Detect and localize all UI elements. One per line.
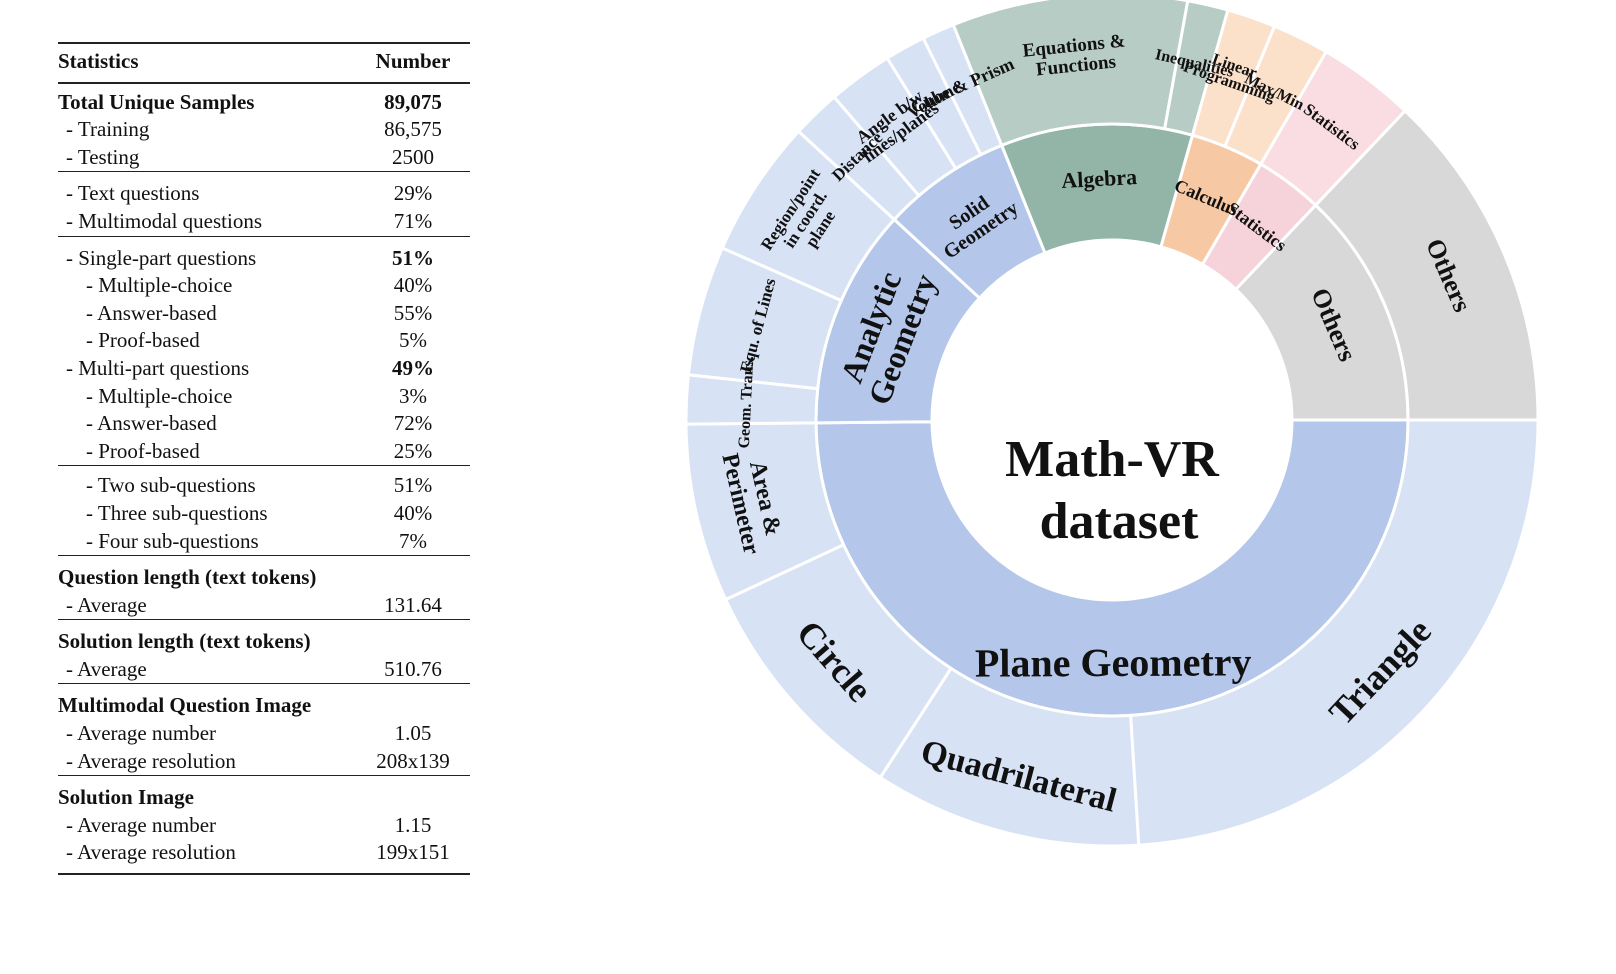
row-label: - Two sub-questions xyxy=(58,465,360,500)
row-label: Question length (text tokens) xyxy=(58,555,360,592)
chart-title-line-1: Math-VR xyxy=(1005,431,1220,488)
inner-label-algebra-line: Algebra xyxy=(1061,164,1138,193)
table-row: - Training 86,575 xyxy=(58,116,470,144)
table-row: - Proof-based 25% xyxy=(58,438,470,466)
row-value: 51% xyxy=(360,465,470,500)
table-row: - Testing 2500 xyxy=(58,144,470,172)
row-label: Solution length (text tokens) xyxy=(58,619,360,656)
row-label: Multimodal Question Image xyxy=(58,683,360,721)
row-label: - Four sub-questions xyxy=(86,528,259,553)
table-row: - Multimodal questions 71% xyxy=(58,208,470,236)
row-label: - Text questions xyxy=(58,171,360,208)
row-value: 3% xyxy=(399,383,427,408)
outer-segment-others xyxy=(1313,108,1540,422)
row-label: - Average resolution xyxy=(58,839,360,876)
row-label: - Multimodal questions xyxy=(66,208,262,233)
row-label: - Average number xyxy=(66,721,217,746)
chart-center-title: Math-VR dataset xyxy=(1005,431,1220,550)
table-row: - Three sub-questions 40% xyxy=(58,500,470,528)
table-section-row: Solution length (text tokens) xyxy=(58,619,470,656)
row-value: 89,075 xyxy=(360,81,470,117)
row-value: 7% xyxy=(399,528,427,553)
table-row: - Two sub-questions 51% xyxy=(58,465,470,500)
row-label: - Answer-based xyxy=(86,300,217,325)
row-label: Solution Image xyxy=(58,775,360,812)
row-value: 40% xyxy=(393,273,433,298)
statistics-table: Statistics Number Total Unique Samples 8… xyxy=(58,42,470,876)
row-label: - Answer-based xyxy=(86,411,217,436)
outer-label-geom-trans-line: Geom. Trans. xyxy=(736,356,757,449)
row-value: 72% xyxy=(393,411,433,436)
table-header-number: Number xyxy=(360,42,470,83)
table-section-row: Multimodal Question Image xyxy=(58,683,470,721)
row-label: - Training xyxy=(66,117,150,142)
table-section-row: Solution Image xyxy=(58,775,470,812)
row-value: 29% xyxy=(360,171,470,208)
inner-label-plane-geometry-line: Plane Geometry xyxy=(975,639,1252,685)
row-value: 1.05 xyxy=(394,721,432,746)
table-row: - Multiple-choice 40% xyxy=(58,272,470,300)
row-value: 510.76 xyxy=(384,656,442,681)
table-row: - Average 510.76 xyxy=(58,656,470,684)
row-label: - Average resolution xyxy=(66,748,236,773)
table-row: - Average 131.64 xyxy=(58,592,470,620)
row-value xyxy=(360,683,470,721)
row-value: 2500 xyxy=(392,144,434,169)
row-value: 199x151 xyxy=(360,839,470,876)
row-label: - Proof-based xyxy=(86,328,200,353)
inner-ring xyxy=(814,122,1410,718)
table-row: - Average resolution 199x151 xyxy=(58,839,470,876)
row-value: 40% xyxy=(393,500,433,525)
row-label: - Proof-based xyxy=(86,438,200,463)
table-row: - Four sub-questions 7% xyxy=(58,528,470,556)
row-value: 71% xyxy=(393,208,433,233)
row-value: 131.64 xyxy=(384,592,442,617)
row-value: 49% xyxy=(392,355,434,380)
row-label: - Three sub-questions xyxy=(86,500,268,525)
row-label: Total Unique Samples xyxy=(58,81,360,117)
row-value: 86,575 xyxy=(384,117,442,142)
table-row: - Multiple-choice 3% xyxy=(58,383,470,411)
table-row: Total Unique Samples 89,075 xyxy=(58,81,470,117)
row-value: 25% xyxy=(393,438,433,463)
table-row: - Proof-based 5% xyxy=(58,327,470,355)
row-label: - Single-part questions xyxy=(58,235,360,273)
row-label: - Average number xyxy=(66,812,217,837)
row-value: 55% xyxy=(393,300,433,325)
inner-label-algebra: Algebra xyxy=(1061,164,1138,193)
table-row: - Single-part questions 51% xyxy=(58,235,470,273)
table-row: - Average resolution 208x139 xyxy=(58,748,470,776)
row-label: - Testing xyxy=(66,144,140,169)
table-section-row: Question length (text tokens) xyxy=(58,555,470,592)
row-value: 51% xyxy=(360,235,470,273)
row-value: 208x139 xyxy=(376,748,450,773)
math-vr-sunburst-chart: Plane GeometryAnalyticGeometrySolidGeome… xyxy=(684,0,1540,848)
table-row: - Average number 1.05 xyxy=(58,720,470,748)
row-value: 5% xyxy=(399,328,427,353)
outer-ring xyxy=(684,0,1540,848)
row-label: - Multiple-choice xyxy=(86,273,233,298)
table-row: - Text questions 29% xyxy=(58,171,470,208)
row-value xyxy=(360,619,470,656)
row-value xyxy=(360,555,470,592)
outer-label-geom-trans: Geom. Trans. xyxy=(736,356,757,449)
inner-label-plane-geometry: Plane Geometry xyxy=(975,639,1252,685)
table-row: - Answer-based 55% xyxy=(58,300,470,328)
row-label: - Multi-part questions xyxy=(66,355,250,380)
row-value: 1.15 xyxy=(394,812,432,837)
table-row: - Answer-based 72% xyxy=(58,410,470,438)
row-label: - Average xyxy=(66,592,147,617)
table-row: - Multi-part questions 49% xyxy=(58,355,470,383)
row-value xyxy=(360,775,470,812)
outer-segment-triangle xyxy=(1128,418,1540,847)
chart-title-line-2: dataset xyxy=(1040,493,1200,550)
table-row: - Average number 1.15 xyxy=(58,812,470,840)
row-label: - Multiple-choice xyxy=(86,383,233,408)
row-label: - Average xyxy=(66,656,147,681)
table-header-row: Statistics Number xyxy=(58,42,470,83)
table-header-statistics: Statistics xyxy=(58,42,360,83)
